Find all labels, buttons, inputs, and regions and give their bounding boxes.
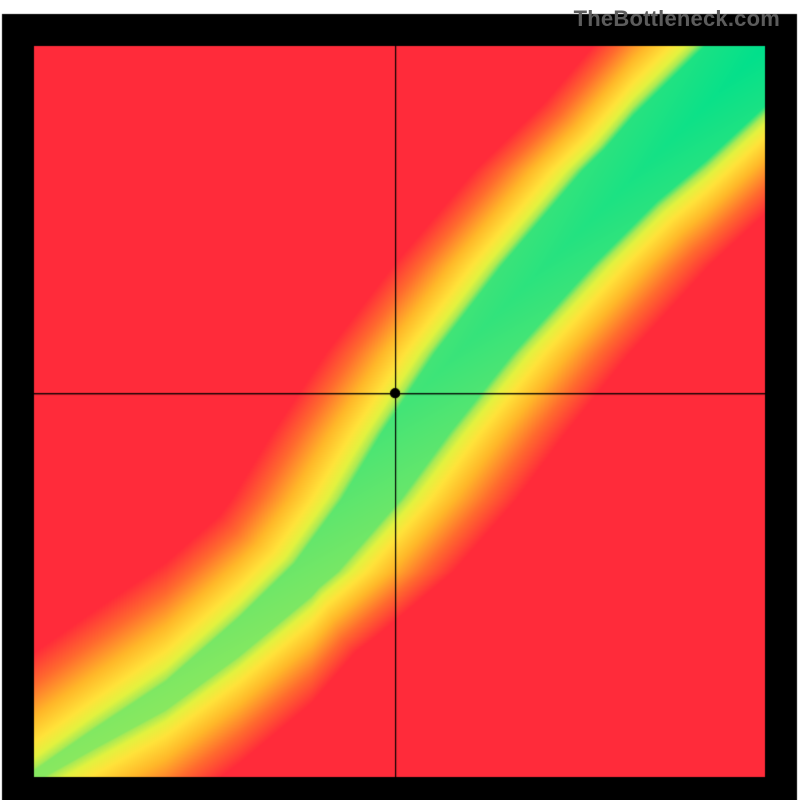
bottleneck-heatmap [0, 0, 800, 800]
watermark-text: TheBottleneck.com [574, 6, 780, 32]
chart-container: TheBottleneck.com [0, 0, 800, 800]
